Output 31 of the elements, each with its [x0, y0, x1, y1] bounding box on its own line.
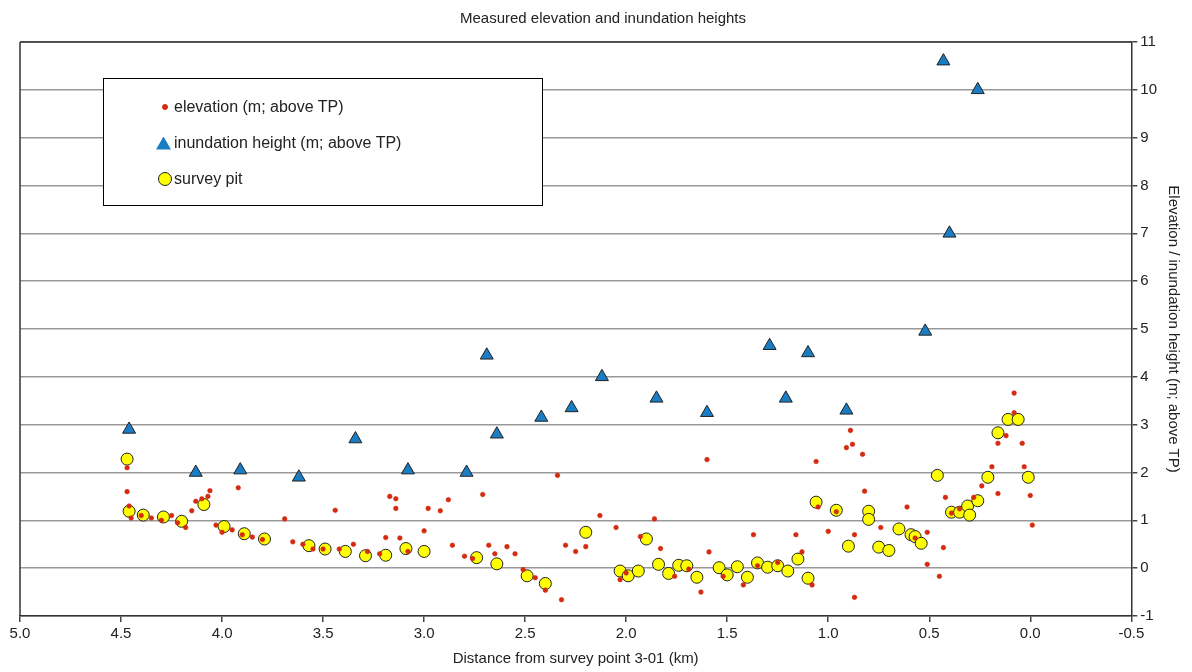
x-tick-label: 5.0 [9, 624, 31, 642]
y-tick-label: 1 [1140, 510, 1149, 528]
y-tick-label: -1 [1140, 606, 1154, 624]
x-tick-label: 2.0 [615, 624, 637, 642]
legend-label: elevation (m; above TP) [174, 98, 344, 116]
x-tick-label: 1.0 [817, 624, 839, 642]
x-tick-label: 1.5 [716, 624, 738, 642]
y-tick-label: 7 [1140, 223, 1149, 241]
x-tick-label: 0.5 [918, 624, 940, 642]
y-tick-label: 4 [1140, 366, 1149, 384]
y-tick-label: 11 [1140, 32, 1156, 50]
y-tick-label: 8 [1140, 175, 1149, 193]
legend-label: inundation height (m; above TP) [174, 134, 402, 152]
x-tick-label: 4.0 [211, 624, 233, 642]
y-tick-label: 9 [1140, 127, 1149, 145]
x-tick-label: 2.5 [514, 624, 536, 642]
y-tick-label: 6 [1140, 271, 1149, 289]
chart-title: Measured elevation and inundation heights [459, 9, 747, 27]
y-tick-label: 2 [1140, 462, 1149, 480]
y-tick-label: 0 [1140, 558, 1149, 576]
y-axis-title: Elevation / inundation height (m; above TP) [1165, 185, 1183, 473]
y-tick-label: 3 [1140, 414, 1149, 432]
legend-label: survey pit [174, 170, 243, 188]
x-tick-label: -0.5 [1118, 624, 1145, 642]
y-tick-label: 10 [1140, 79, 1157, 97]
x-axis-title: Distance from survey point 3-01 (km) [452, 649, 699, 667]
x-tick-label: 0.0 [1019, 624, 1041, 642]
x-tick-label: 3.0 [413, 624, 435, 642]
x-tick-label: 3.5 [312, 624, 334, 642]
y-tick-label: 5 [1140, 319, 1149, 337]
x-tick-label: 4.5 [110, 624, 132, 642]
